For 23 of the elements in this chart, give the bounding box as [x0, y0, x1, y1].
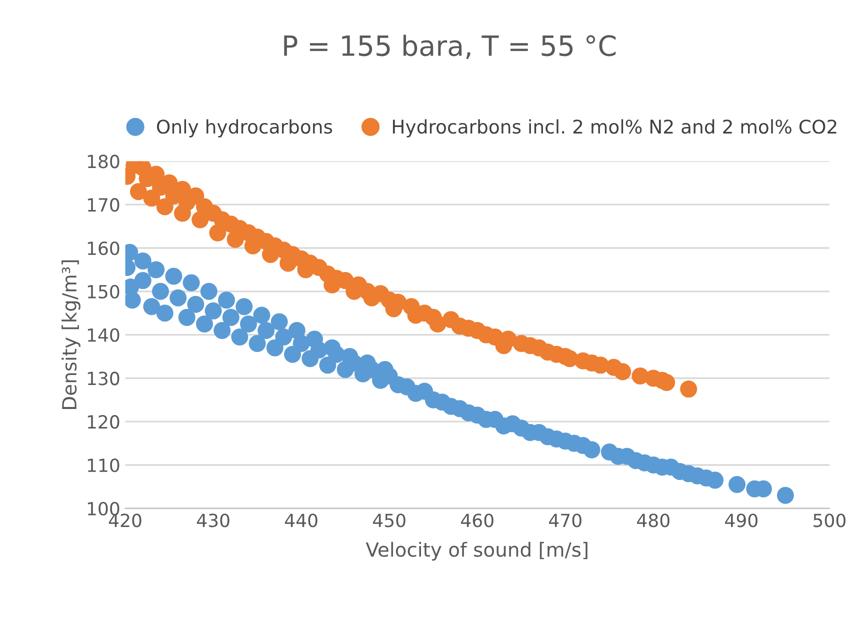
x-tick-label: 490 — [725, 514, 758, 528]
x-tick-label: 500 — [814, 514, 846, 528]
y-tick-label: 150 — [88, 284, 120, 299]
x-tick-label: 450 — [372, 514, 406, 528]
chart-title: P = 155 bara, T = 55 °C — [284, 34, 616, 60]
y-tick-label: 140 — [88, 328, 120, 342]
legend-label: Hydrocarbons incl. 2 mol% N2 and 2 mol% CO2 — [392, 119, 836, 138]
y-tick-label: 180 — [88, 154, 120, 168]
x-tick-label: 470 — [549, 514, 582, 528]
y-tick-label: 130 — [88, 372, 120, 386]
x-tick-label: 460 — [461, 514, 494, 528]
x-tick-label: 430 — [196, 514, 230, 528]
y-tick-label: 110 — [88, 458, 120, 472]
x-tick-label: 420 — [108, 514, 142, 528]
y-tick-label: 160 — [88, 241, 120, 256]
x-tick-label: 480 — [637, 514, 670, 528]
y-axis-title: Density [kg/m³] — [62, 260, 80, 409]
x-tick-label: 440 — [284, 514, 318, 528]
legend-label: Only hydrocarbons — [156, 119, 332, 138]
y-tick-label: 100 — [88, 502, 120, 516]
x-axis-title: Velocity of sound [m/s] — [366, 542, 588, 561]
y-tick-label: 170 — [88, 198, 120, 212]
y-tick-label: 120 — [88, 415, 120, 429]
